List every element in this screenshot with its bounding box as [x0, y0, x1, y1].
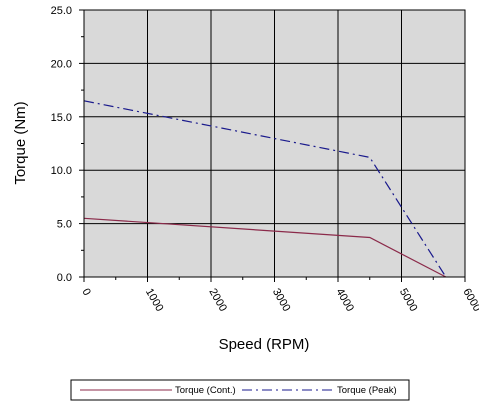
- legend: Torque (Cont.) Torque (Peak): [70, 379, 410, 401]
- y-axis-ticks: 0.0 5.0 10.0 15.0 20.0 25.0: [51, 5, 84, 284]
- x-tick-label: 5000: [397, 287, 420, 314]
- y-tick-label: 20.0: [51, 58, 72, 70]
- grid-lines: [84, 10, 465, 277]
- x-axis-ticks: 0 1000 2000 3000 4000 5000 6000: [79, 277, 479, 314]
- x-tick-label: 2000: [206, 287, 229, 314]
- x-tick-label: 4000: [333, 287, 356, 314]
- series-layer: [83, 100, 447, 278]
- y-tick-label: 25.0: [51, 5, 72, 17]
- legend-label-cont: Torque (Cont.): [175, 385, 236, 396]
- series-line: [83, 100, 447, 278]
- y-tick-label: 10.0: [51, 165, 72, 177]
- y-tick-label: 15.0: [51, 112, 72, 124]
- x-axis-title: Speed (RPM): [219, 336, 310, 353]
- y-tick-label: 5.0: [57, 219, 72, 231]
- y-tick-label: 0.0: [57, 272, 72, 284]
- legend-box: [70, 379, 410, 401]
- series-line: [83, 217, 447, 278]
- x-tick-label: 3000: [270, 287, 293, 314]
- x-tick-label: 1000: [143, 287, 166, 314]
- y-axis-title: Torque (Nm): [12, 101, 29, 184]
- x-tick-label: 0: [79, 287, 92, 298]
- legend-label-peak: Torque (Peak): [337, 385, 397, 396]
- x-tick-label: 6000: [460, 287, 479, 314]
